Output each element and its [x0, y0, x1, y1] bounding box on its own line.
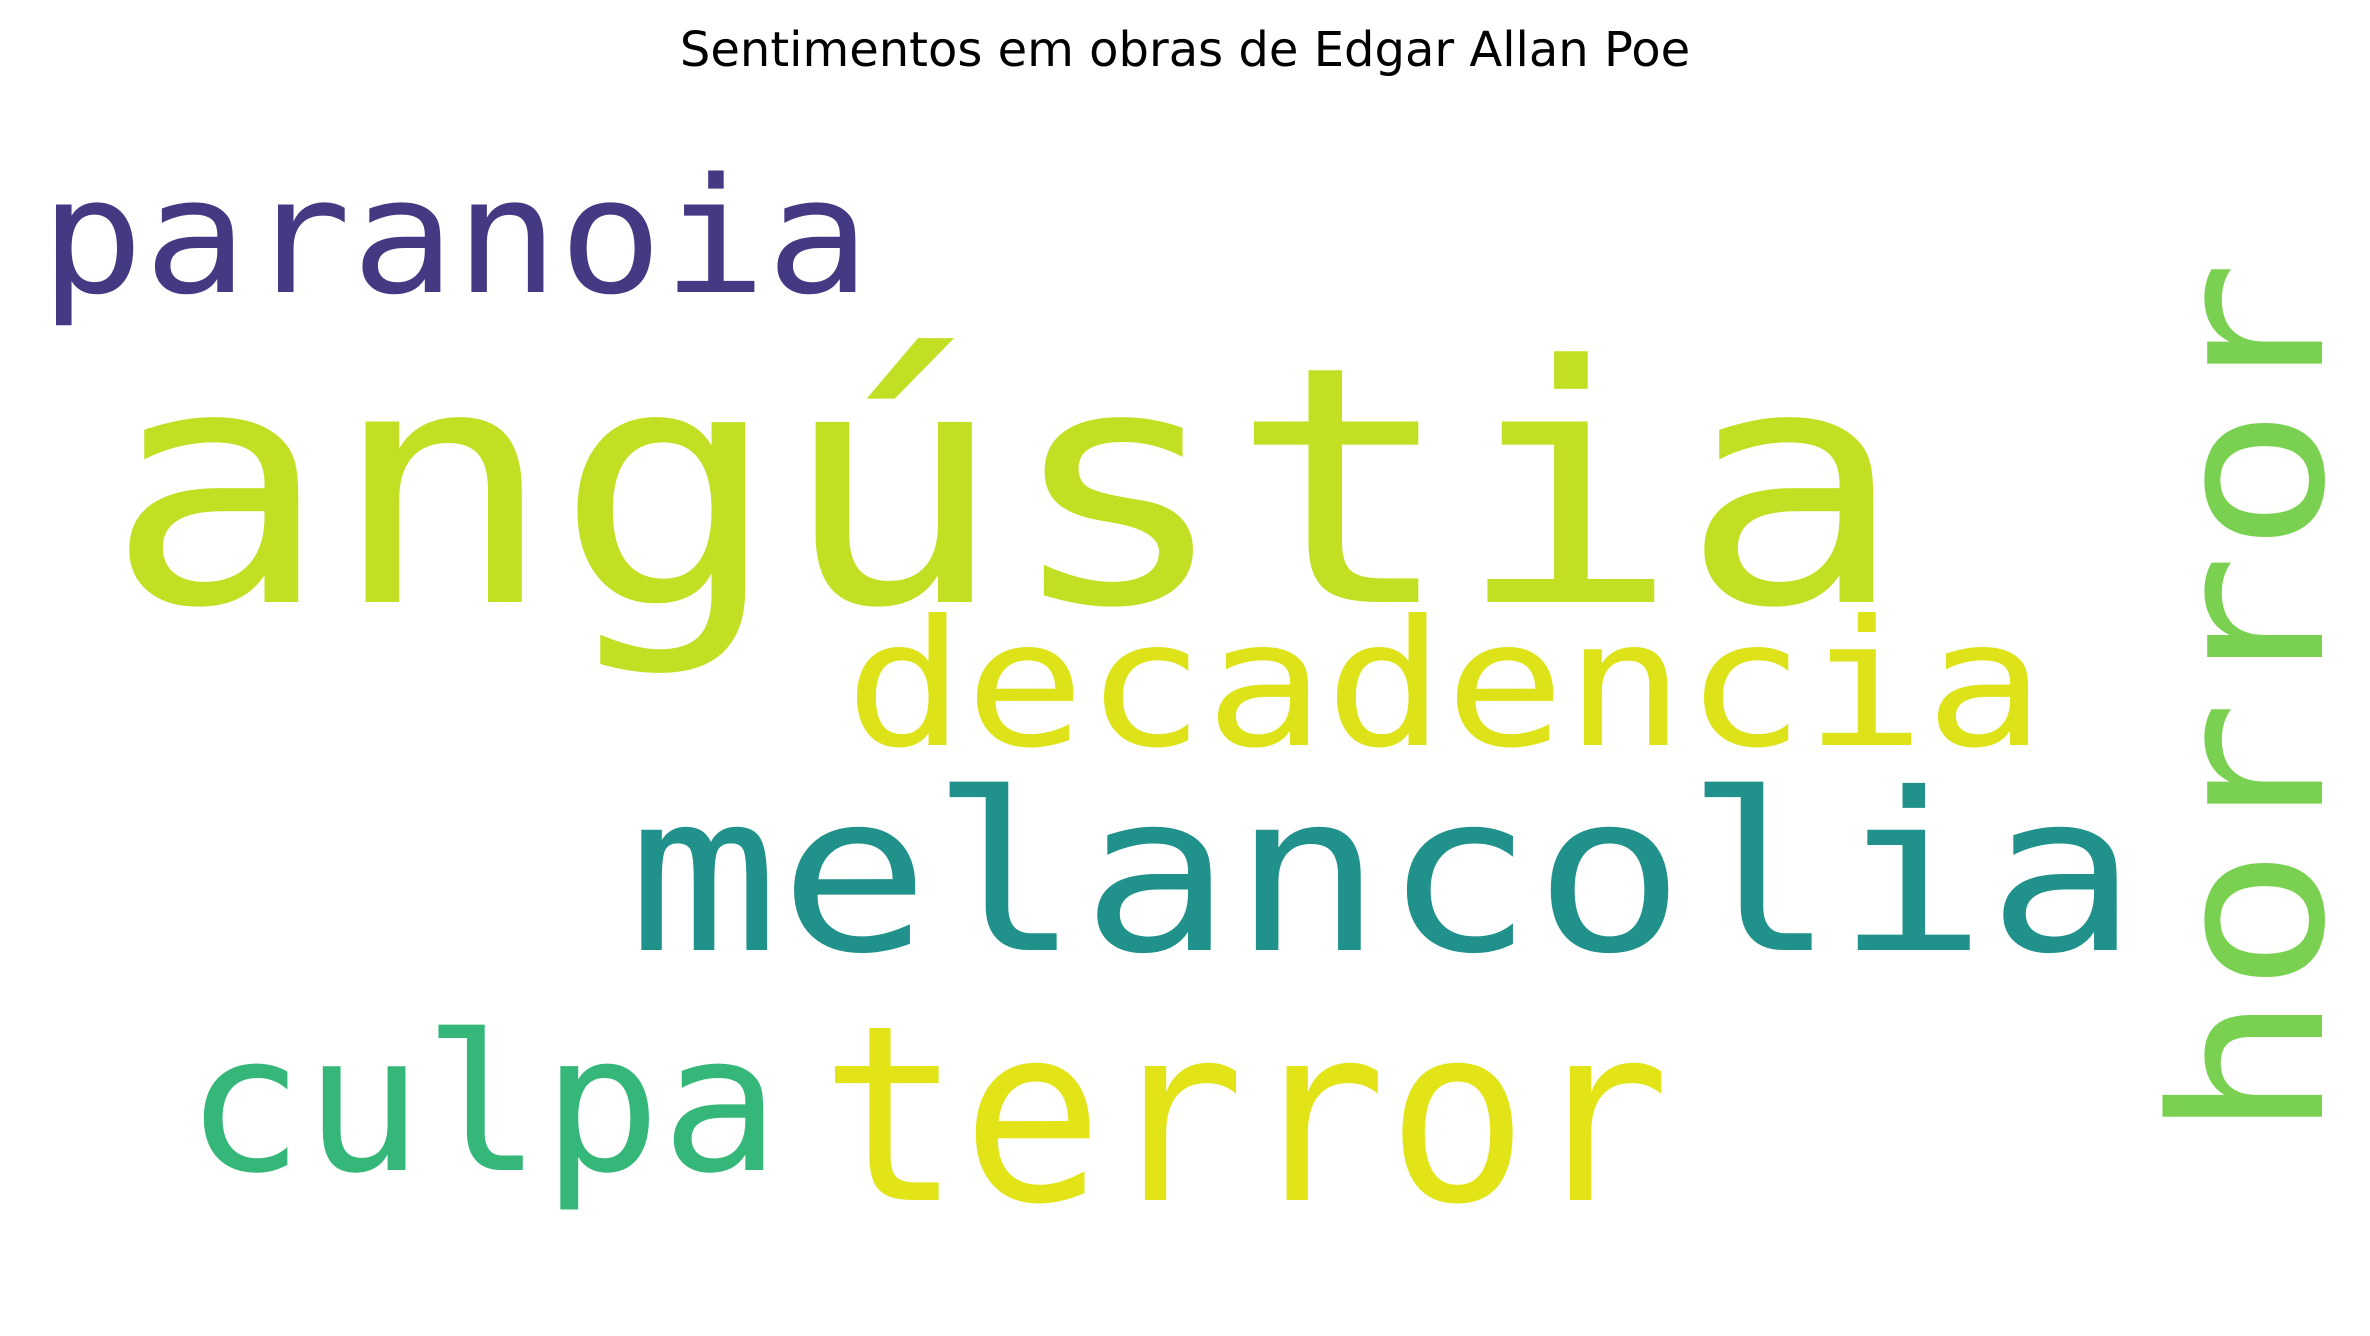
word-terror: terror [820, 973, 1670, 1258]
word-angustia: angústia [105, 296, 1905, 680]
word-culpa: culpa [185, 994, 780, 1215]
word-horror: horror [2127, 260, 2370, 1140]
chart-title: Sentimentos em obras de Edgar Allan Poe [679, 22, 1691, 78]
word-paranoia: paranoia [40, 143, 870, 330]
word-melancolia: melancolia [628, 746, 2138, 1002]
word-decadencia: decadencia [845, 584, 2045, 787]
